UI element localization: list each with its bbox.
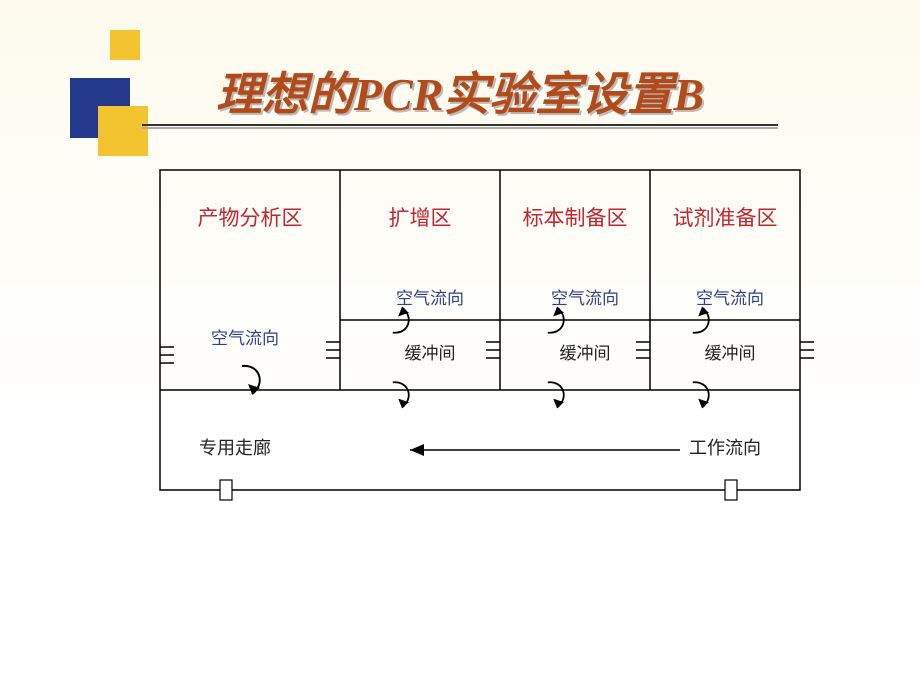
bottom-label: 工作流向 xyxy=(689,438,761,458)
slide: 理想的PCR实验室设置B 产物分析区扩增区标本制备区试剂准备区空气流向空气流向空… xyxy=(0,0,920,690)
airflow-label: 空气流向 xyxy=(396,289,464,308)
door-icon xyxy=(220,480,232,500)
lab-layout-diagram: 产物分析区扩增区标本制备区试剂准备区空气流向空气流向空气流向空气流向缓冲间缓冲间… xyxy=(0,0,920,690)
airflow-arrow-icon xyxy=(548,382,564,407)
airflow-arrow-icon xyxy=(393,382,409,407)
room-label: 标本制备区 xyxy=(523,206,628,230)
room-label: 扩增区 xyxy=(389,206,452,230)
buffer-label: 缓冲间 xyxy=(560,344,611,363)
airflow-label: 空气流向 xyxy=(696,289,764,308)
door-icon xyxy=(725,480,737,500)
airflow-arrow-icon xyxy=(693,382,709,407)
buffer-label: 缓冲间 xyxy=(405,344,456,363)
buffer-label: 缓冲间 xyxy=(705,344,756,363)
airflow-label: 空气流向 xyxy=(551,289,619,308)
bottom-label: 专用走廊 xyxy=(199,438,271,458)
room-label: 试剂准备区 xyxy=(673,206,778,230)
room-label: 产物分析区 xyxy=(198,206,303,230)
airflow-label: 空气流向 xyxy=(211,329,279,348)
workflow-arrow-head xyxy=(410,444,424,456)
